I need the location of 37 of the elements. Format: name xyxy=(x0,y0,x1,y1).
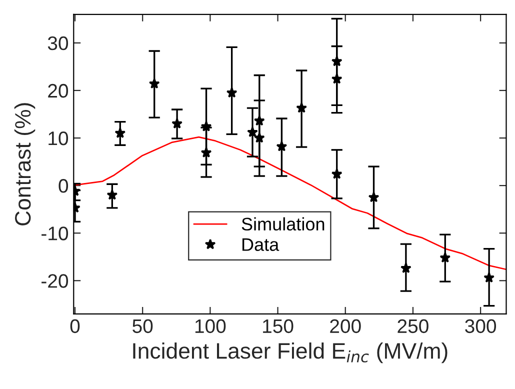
line-series xyxy=(74,136,506,270)
point xyxy=(440,252,451,263)
point xyxy=(114,128,126,138)
y-tick-label: 0 xyxy=(58,179,68,193)
y-tick-label: -20 xyxy=(42,274,68,288)
point xyxy=(172,118,183,129)
legend-label: Simulation xyxy=(242,217,324,231)
point xyxy=(247,126,258,138)
point xyxy=(331,168,342,179)
y-tick-label: -10 xyxy=(42,226,68,240)
x-tick-label: 0 xyxy=(70,319,80,334)
x-tick-label: 50 xyxy=(132,319,153,334)
x-tick-label: 300 xyxy=(465,319,496,334)
point xyxy=(148,78,160,89)
x-tick-label: 200 xyxy=(330,319,361,334)
y-tick-label: 20 xyxy=(48,84,68,98)
point xyxy=(331,56,342,66)
point xyxy=(200,120,212,132)
point xyxy=(484,272,495,283)
y-tick-label: 30 xyxy=(48,36,68,50)
point xyxy=(400,262,412,274)
point xyxy=(254,132,265,143)
point xyxy=(254,115,265,126)
point xyxy=(200,147,212,158)
x-tick-label: 250 xyxy=(398,319,428,334)
x-axis-title: Incident Laser Field E$_{inc}$ (MV/m) xyxy=(133,342,448,364)
legend-label: Data xyxy=(242,238,280,251)
point xyxy=(106,189,118,200)
x-tick-label: 150 xyxy=(263,319,294,334)
point xyxy=(368,192,380,202)
point xyxy=(296,102,308,113)
point xyxy=(331,73,342,84)
y-tick-label: 10 xyxy=(48,131,68,146)
x-tick-label: 100 xyxy=(195,319,226,334)
point xyxy=(276,140,288,152)
y-axis-title: Contrast (%) xyxy=(14,103,36,226)
point xyxy=(226,87,238,98)
